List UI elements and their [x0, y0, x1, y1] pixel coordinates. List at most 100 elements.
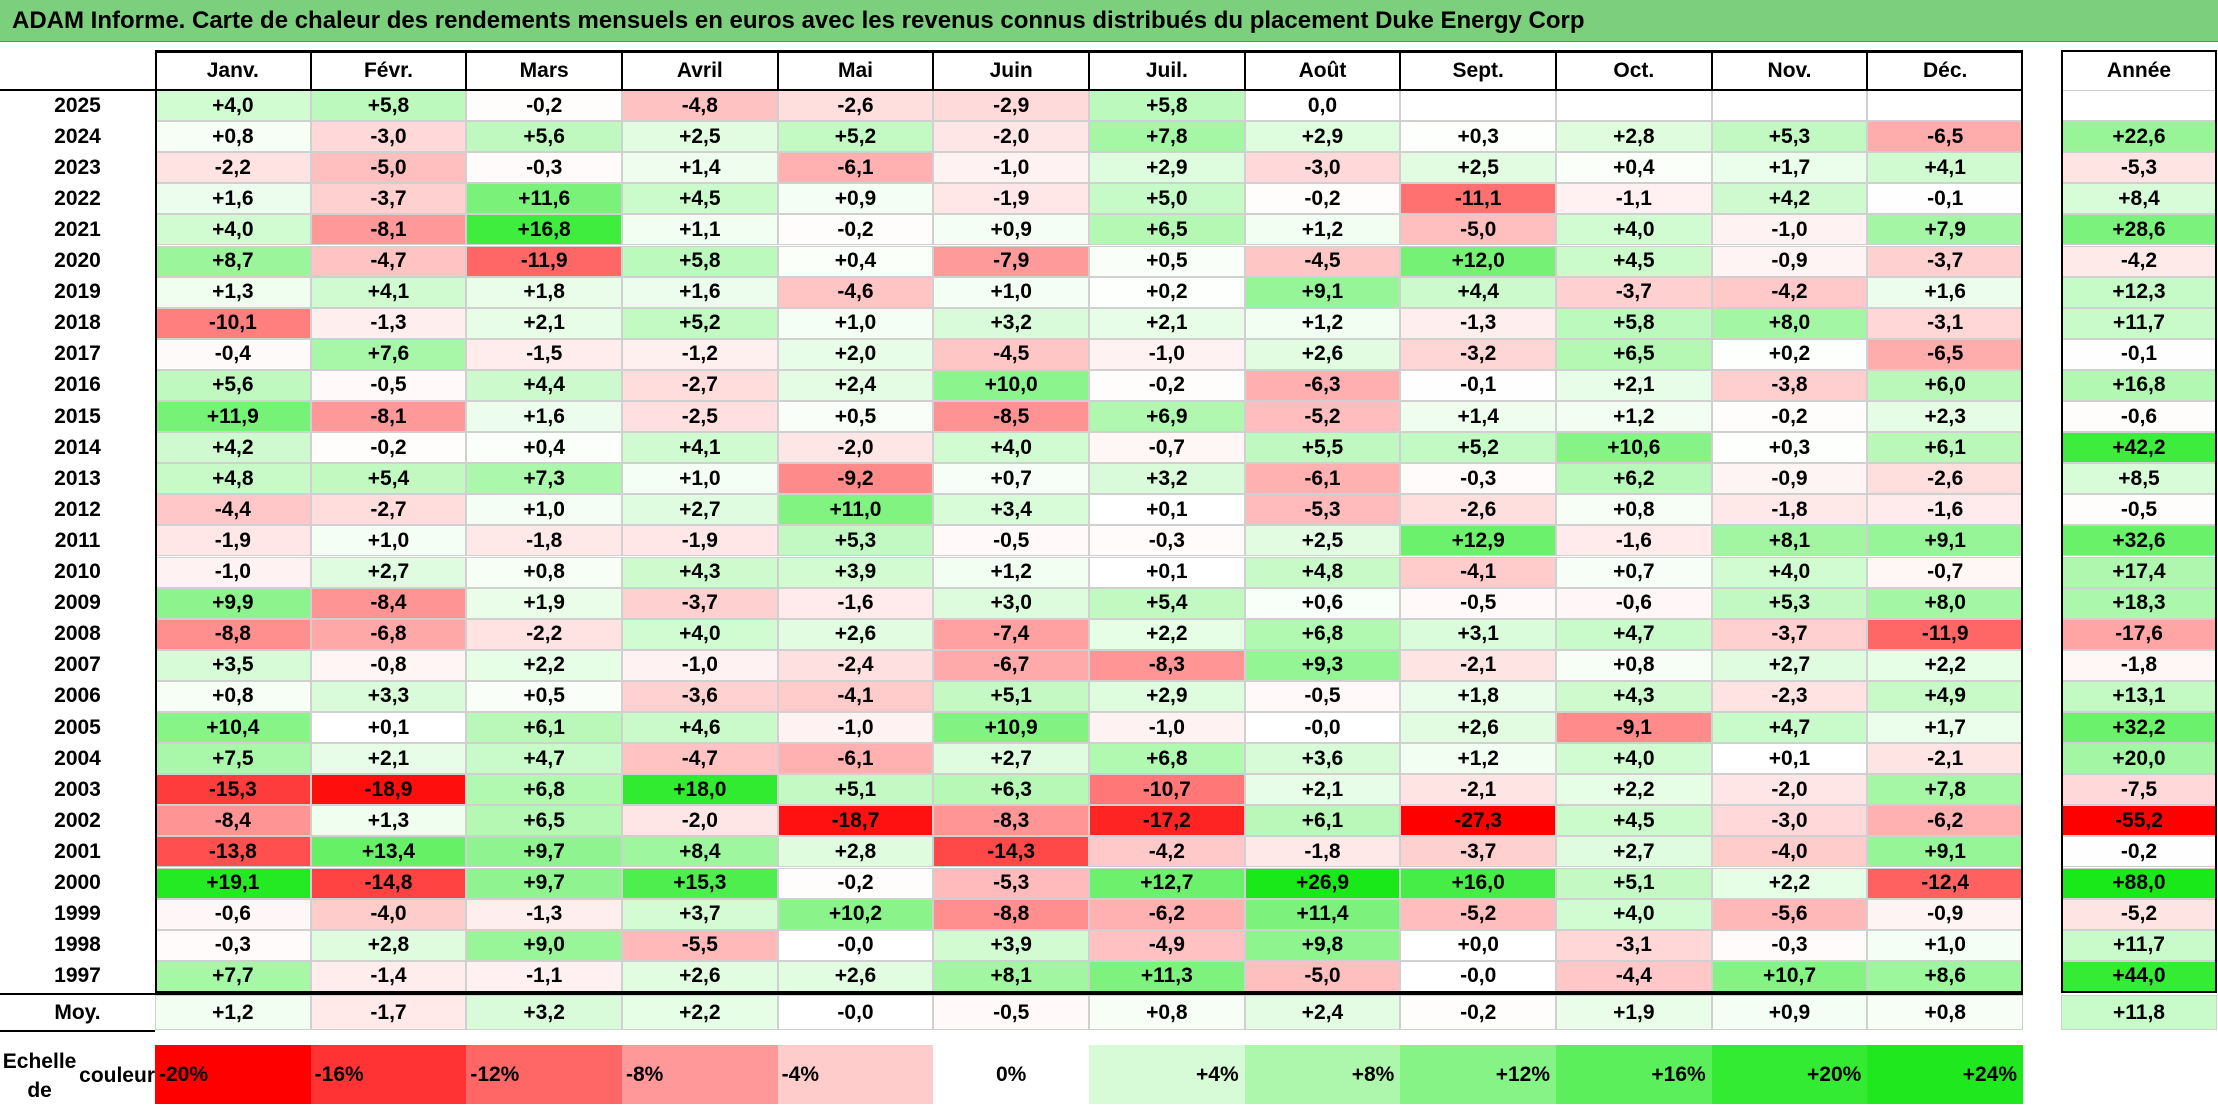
heatmap-cell: -1,8 [466, 525, 622, 557]
heatmap-cell: -6,1 [1244, 463, 1401, 495]
heatmap-cell: +4,1 [622, 432, 778, 464]
heatmap-cell: +8,6 [1867, 960, 2024, 992]
heatmap-cell: -6,8 [310, 618, 467, 650]
heatmap-cell: +2,6 [622, 960, 778, 992]
heatmap-cell: +0,1 [310, 712, 467, 744]
annual-cell: -0,5 [2061, 494, 2217, 526]
year-label: 2010 [0, 556, 155, 588]
heatmap-cell: -17,2 [1089, 805, 1245, 837]
heatmap-cell: +0,8 [155, 121, 311, 153]
heatmap-cell: +1,0 [310, 525, 467, 557]
heatmap-cell: +1,9 [466, 587, 622, 619]
heatmap-cell: -0,7 [1867, 556, 2024, 588]
heatmap-cell: +9,1 [1244, 276, 1401, 308]
annual-cell: +12,3 [2061, 276, 2217, 308]
heatmap-cell: +4,0 [622, 618, 778, 650]
heatmap-cell: -0,3 [1400, 463, 1557, 495]
heatmap-cell: +0,7 [1556, 556, 1712, 588]
heatmap-cell: -6,3 [1244, 369, 1401, 401]
heatmap-cell: -2,1 [1400, 649, 1557, 681]
annual-cell: -4,2 [2061, 245, 2217, 277]
heatmap-cell: +10,4 [155, 712, 311, 744]
heatmap-cell: +10,0 [933, 369, 1089, 401]
heatmap-cell: +2,7 [622, 494, 778, 526]
heatmap-cell: +4,7 [466, 743, 622, 775]
annual-cell: +8,5 [2061, 463, 2217, 495]
heatmap-cell: +3,2 [933, 307, 1089, 339]
heatmap-cell: -1,9 [155, 525, 311, 557]
heatmap-cell: +2,3 [1867, 401, 2024, 433]
year-label: 2009 [0, 587, 155, 619]
heatmap-cell: -3,6 [622, 680, 778, 712]
heatmap-cell: -3,7 [622, 587, 778, 619]
heatmap-cell: -5,0 [1244, 960, 1401, 992]
heatmap-cell: +5,3 [1711, 587, 1868, 619]
heatmap-cell: +2,2 [1867, 649, 2024, 681]
year-label: 2008 [0, 618, 155, 650]
heatmap-cell: -2,4 [777, 649, 934, 681]
heatmap-cell: +6,1 [466, 712, 622, 744]
heatmap-cell: +5,3 [777, 525, 934, 557]
heatmap-cell: -4,9 [1089, 929, 1245, 961]
left-block-border [0, 1030, 155, 1032]
heatmap-cell: +5,4 [1089, 587, 1245, 619]
heatmap-cell: +2,7 [310, 556, 467, 588]
annual-cell: -17,6 [2061, 618, 2217, 650]
annual-cell: +13,1 [2061, 680, 2217, 712]
heatmap-cell: +6,0 [1867, 369, 2024, 401]
heatmap-cell: -18,9 [310, 774, 467, 806]
heatmap-cell: +3,2 [1089, 463, 1245, 495]
heatmap-cell: -0,9 [1711, 463, 1868, 495]
heatmap-cell: -0,3 [1711, 929, 1868, 961]
color-scale-step: -12% [466, 1045, 622, 1104]
heatmap-cell: -3,7 [1711, 618, 1868, 650]
heatmap-cell: -0,7 [1089, 432, 1245, 464]
color-scale-step: +4% [1089, 1045, 1245, 1104]
annual-cell: -0,1 [2061, 338, 2217, 370]
heatmap-cell: +1,0 [933, 276, 1089, 308]
heatmap-cell: -6,7 [933, 649, 1089, 681]
heatmap-cell: +7,8 [1089, 121, 1245, 153]
heatmap-cell: +2,1 [310, 743, 467, 775]
heatmap-cell: -1,0 [1089, 712, 1245, 744]
heatmap-cell: -3,0 [310, 121, 467, 153]
year-label: 2016 [0, 369, 155, 401]
month-header: Févr. [310, 52, 467, 90]
color-scale-label-line2: couleur [79, 1064, 155, 1087]
heatmap-cell: +7,6 [310, 338, 467, 370]
heatmap-cell: +26,9 [1244, 867, 1401, 899]
heatmap-cell: -11,1 [1400, 183, 1557, 215]
heatmap-cell: +3,1 [1400, 618, 1557, 650]
heatmap-cell: +5,2 [1400, 432, 1557, 464]
heatmap-cell: +10,6 [1556, 432, 1712, 464]
color-scale-step: 0% [933, 1045, 1089, 1104]
heatmap-cell: +5,1 [1556, 867, 1712, 899]
heatmap-cell: +4,7 [1711, 712, 1868, 744]
heatmap-cell: -8,3 [1089, 649, 1245, 681]
heatmap-cell: -5,0 [310, 152, 467, 184]
annual-cell: +11,7 [2061, 307, 2217, 339]
heatmap-cell: -5,3 [1244, 494, 1401, 526]
heatmap-cell: +4,0 [1556, 214, 1712, 246]
heatmap-cell [1867, 90, 2024, 122]
heatmap-cell: -0,1 [1400, 369, 1557, 401]
heatmap-cell: -4,4 [1556, 960, 1712, 992]
heatmap-cell: +2,1 [1089, 307, 1245, 339]
annual-cell: +17,4 [2061, 556, 2217, 588]
heatmap-cell: -0,0 [1244, 712, 1401, 744]
heatmap-cell: -5,6 [1711, 898, 1868, 930]
heatmap-cell: -2,3 [1711, 680, 1868, 712]
year-label: 2007 [0, 649, 155, 681]
heatmap-cell: -3,8 [1711, 369, 1868, 401]
heatmap-cell: -2,6 [1400, 494, 1557, 526]
heatmap-cell: +2,5 [1400, 152, 1557, 184]
heatmap-cell: -3,7 [1867, 245, 2024, 277]
year-label: 2025 [0, 90, 155, 122]
heatmap-cell: +4,2 [155, 432, 311, 464]
average-cell: +1,2 [155, 995, 311, 1030]
heatmap-cell: +6,8 [466, 774, 622, 806]
heatmap-cell: +5,2 [777, 121, 934, 153]
heatmap-cell: +9,0 [466, 929, 622, 961]
heatmap-cell: +1,8 [466, 276, 622, 308]
heatmap-cell: -1,3 [466, 898, 622, 930]
